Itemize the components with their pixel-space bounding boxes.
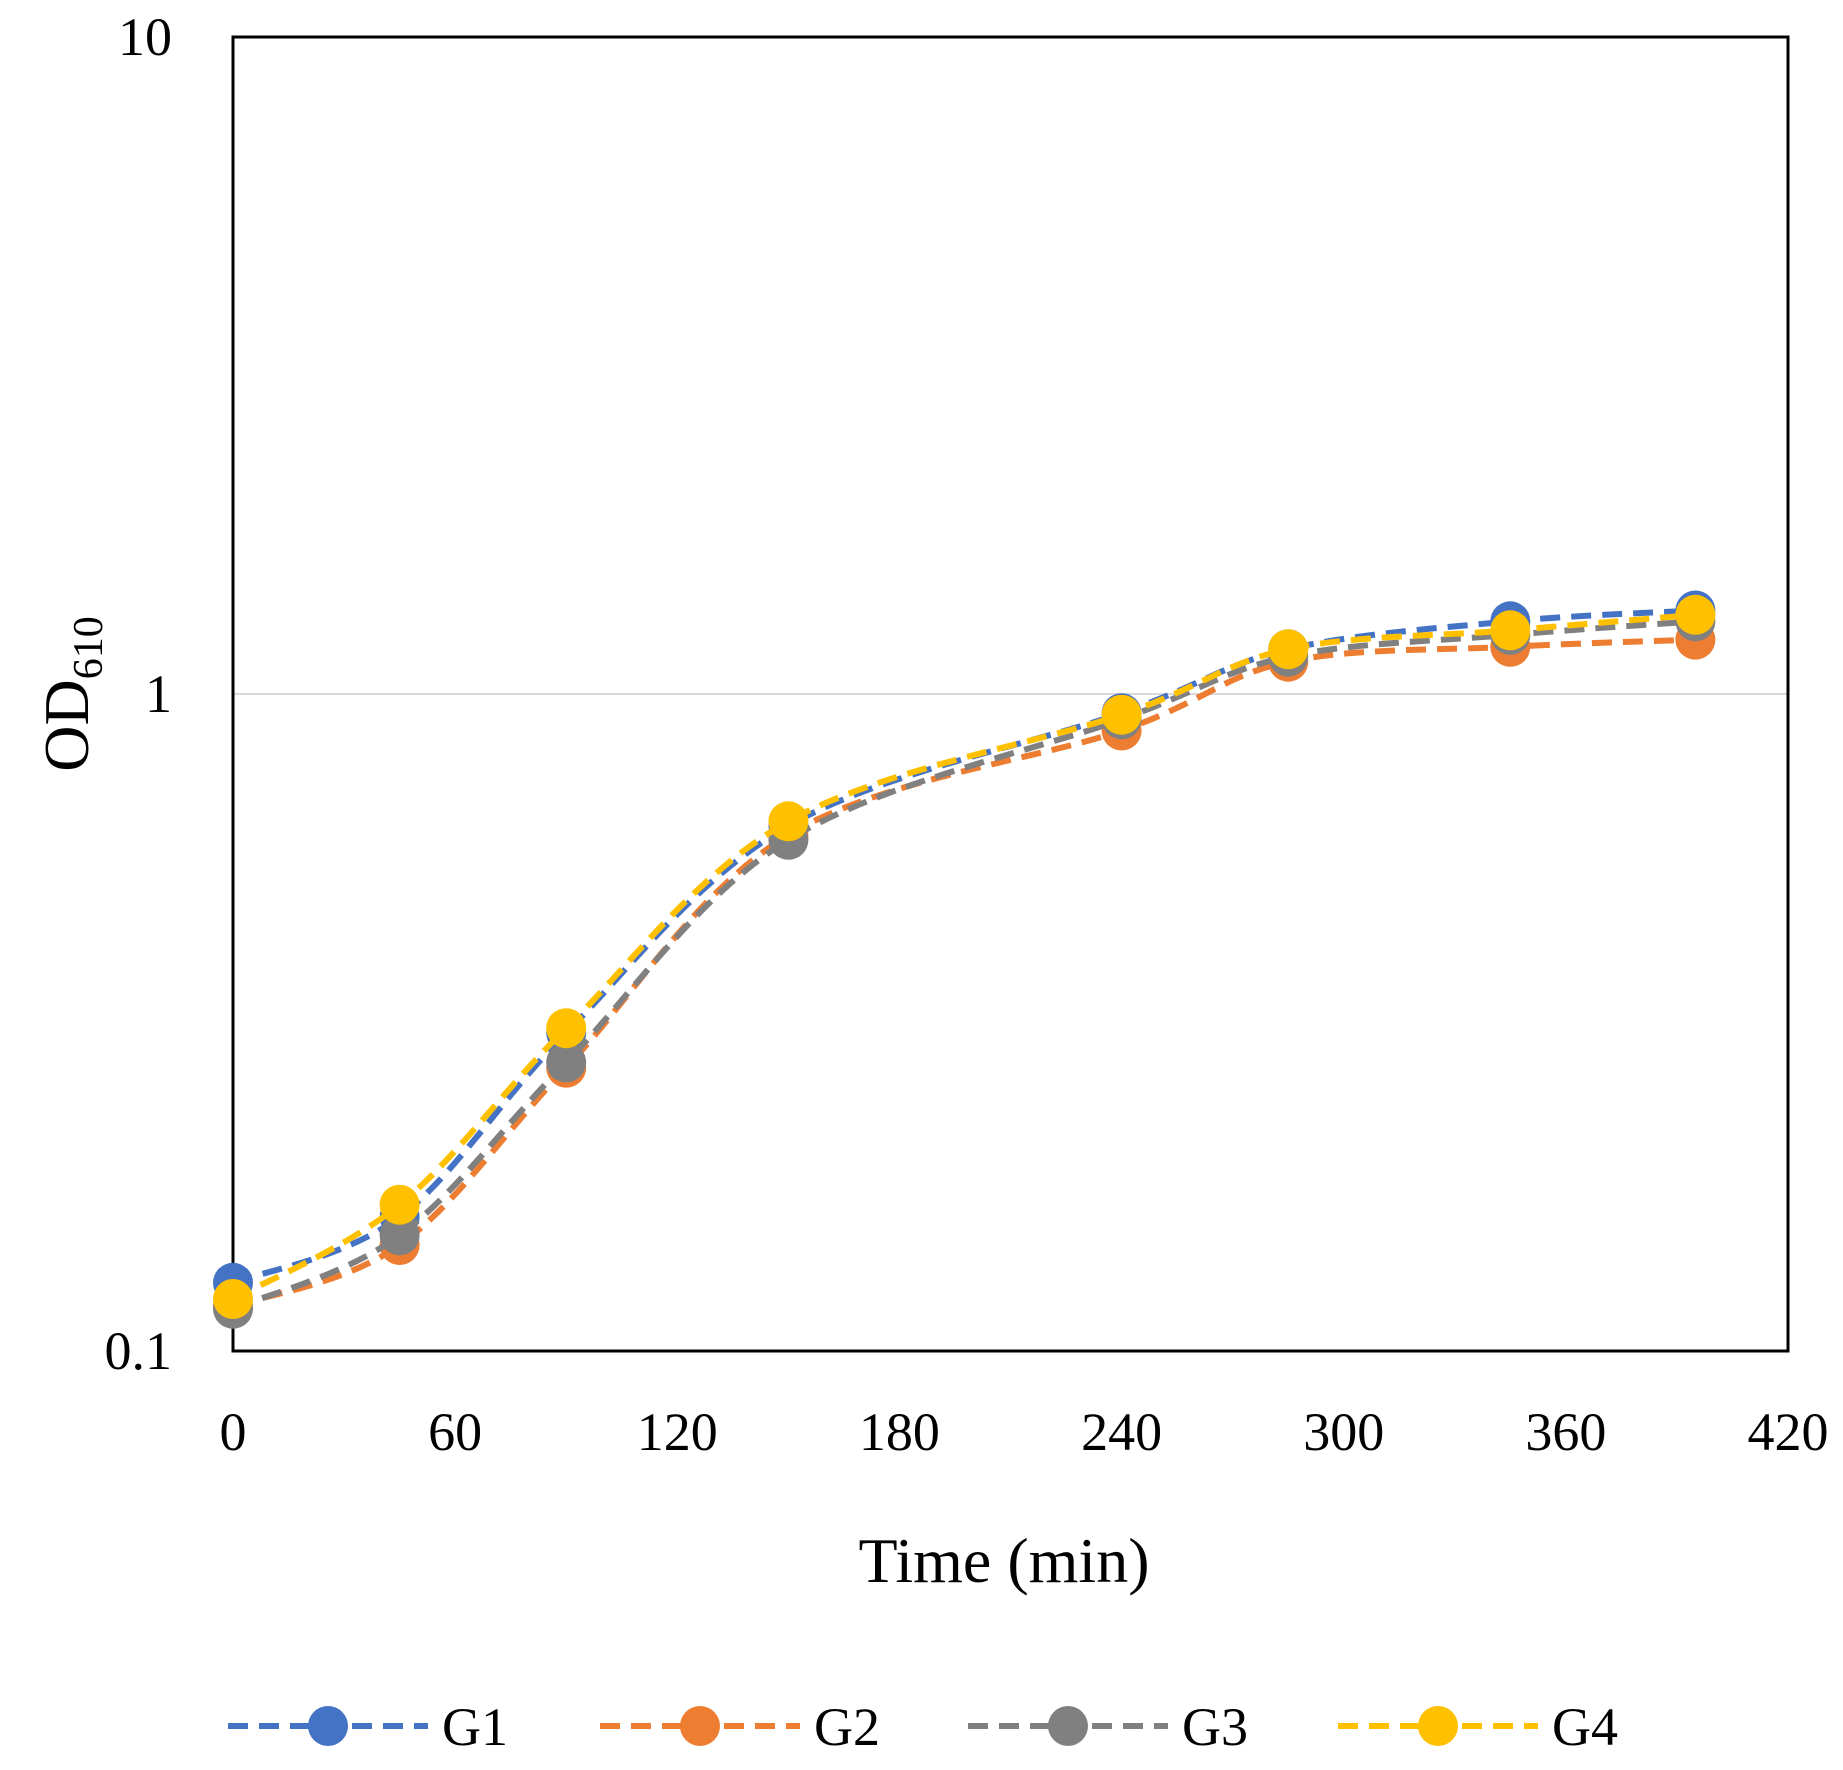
- plot-frame: [231, 35, 1790, 1353]
- series-line-g3: [231, 618, 1696, 1312]
- series-line-g2: [231, 636, 1696, 1310]
- x-tick-label: 300: [1303, 1402, 1384, 1462]
- data-point-g4: [1490, 610, 1531, 651]
- y-axis-title-main: OD: [31, 679, 102, 771]
- series-line-g4: [231, 611, 1696, 1302]
- legend-item-g1: G1: [228, 1697, 508, 1757]
- y-tick-label: 0.1: [105, 1321, 173, 1381]
- x-tick-label: 180: [859, 1402, 940, 1462]
- series-g1: [213, 590, 1716, 1303]
- data-point-g4: [379, 1184, 420, 1225]
- legend-item-g2: G2: [600, 1697, 880, 1757]
- data-point-g4: [1101, 694, 1142, 735]
- legend-swatch-marker: [308, 1706, 348, 1746]
- x-tick-label: 360: [1525, 1402, 1606, 1462]
- x-tick-label: 420: [1748, 1402, 1829, 1462]
- legend-label: G2: [814, 1697, 880, 1757]
- series-g3: [213, 601, 1716, 1329]
- legend-swatch-marker: [680, 1706, 720, 1746]
- legend-item-g3: G3: [968, 1697, 1248, 1757]
- series-line-g1: [231, 607, 1696, 1286]
- x-tick-label: 240: [1081, 1402, 1162, 1462]
- y-axis-title-subscript: 610: [66, 616, 112, 679]
- legend-swatch-marker: [1048, 1706, 1088, 1746]
- x-axis-title: Time (min): [859, 1525, 1150, 1596]
- y-tick-label: 10: [118, 7, 172, 67]
- data-point-g4: [213, 1279, 253, 1319]
- x-tick-label: 60: [428, 1402, 482, 1462]
- legend-item-g4: G4: [1338, 1697, 1618, 1757]
- legend: G1 G2 G3 G4: [228, 1697, 1618, 1757]
- data-point-g3: [546, 1042, 587, 1083]
- x-tick-label: 0: [220, 1402, 247, 1462]
- legend-label: G1: [442, 1697, 508, 1757]
- y-axis-ticks: 0.1 1 10: [105, 7, 173, 1381]
- data-point-g4: [768, 801, 809, 842]
- series-layer: [213, 590, 1716, 1329]
- y-tick-label: 1: [145, 664, 172, 724]
- data-point-g3: [379, 1215, 420, 1256]
- data-point-g4: [1675, 594, 1716, 635]
- series-g4: [213, 594, 1716, 1319]
- legend-label: G3: [1182, 1697, 1248, 1757]
- x-axis-ticks: 0 60 120 180 240 300 360 420: [220, 1402, 1829, 1462]
- legend-label: G4: [1552, 1697, 1618, 1757]
- x-tick-label: 120: [637, 1402, 718, 1462]
- legend-swatch-marker: [1418, 1706, 1458, 1746]
- series-g2: [213, 619, 1716, 1327]
- y-axis-title: OD610: [31, 616, 112, 771]
- data-point-g4: [546, 1008, 587, 1049]
- data-point-g4: [1268, 629, 1309, 670]
